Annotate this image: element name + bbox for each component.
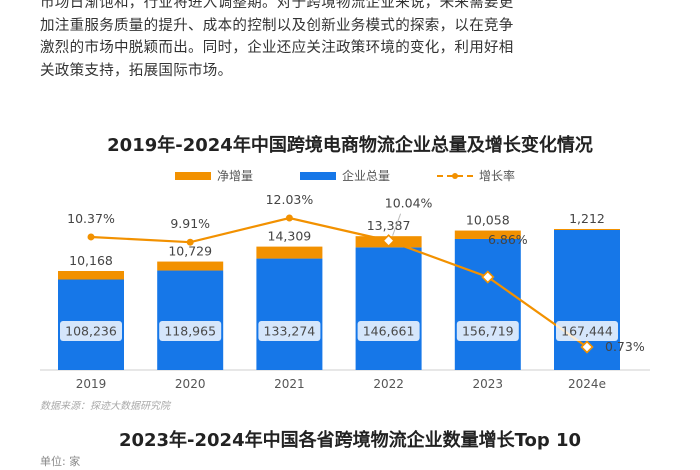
chart-title: 2019年-2024年中国跨境电商物流企业总量及增长变化情况 xyxy=(107,135,593,156)
increase-value-label-2021: 14,309 xyxy=(268,229,312,244)
total-value-label-2021: 133,274 xyxy=(264,324,316,339)
total-value-label-2022: 146,661 xyxy=(363,324,415,339)
rate-value-label-2021: 12.03% xyxy=(266,192,314,207)
bar-total-2022 xyxy=(355,247,422,370)
total-value-label-2019: 108,236 xyxy=(65,324,117,339)
increase-value-label-2022: 13,387 xyxy=(367,218,411,233)
x-tick-label-2024e: 2024e xyxy=(568,377,606,391)
legend-label-total: 企业总量 xyxy=(342,169,391,183)
bar-total-2020 xyxy=(157,270,224,370)
rate-value-label-2019: 10.37% xyxy=(67,211,115,226)
total-label-bg-2023 xyxy=(456,321,519,341)
intro-line-3: 激烈的市场中脱颖而出。同时，企业还应关注政策环境的变化，利用好相 xyxy=(40,40,514,56)
bar-total-2021 xyxy=(256,258,323,370)
x-tick-label-2023: 2023 xyxy=(473,377,504,391)
legend-swatch-total xyxy=(300,171,336,180)
legend-label-increase: 净增量 xyxy=(217,169,254,183)
legend-label-rate: 增长率 xyxy=(479,169,516,183)
total-label-bg-2019 xyxy=(60,321,122,341)
data-source: 数据来源：探迹大数据研究院 xyxy=(40,401,170,412)
rate-point-2021 xyxy=(285,214,293,222)
bar-increase-2023 xyxy=(454,230,521,239)
total-value-label-2020: 118,965 xyxy=(164,324,216,339)
legend-item-rate: 增长率 xyxy=(437,167,515,184)
x-tick-label-2019: 2019 xyxy=(76,377,107,391)
legend-item-increase: 净增量 xyxy=(175,167,253,184)
x-tick-label-2020: 2020 xyxy=(175,377,206,391)
rate-point-2023 xyxy=(481,270,495,284)
increase-value-label-2020: 10,729 xyxy=(168,244,212,259)
rate-leader-2022 xyxy=(392,213,402,236)
total-label-bg-2024e xyxy=(556,321,618,341)
bar-increase-2019 xyxy=(58,271,124,280)
bar-increase-2024e xyxy=(554,228,620,230)
total-value-label-2023: 156,719 xyxy=(462,324,514,339)
total-label-bg-2021 xyxy=(258,321,321,341)
bar-total-2023 xyxy=(454,238,521,370)
rate-line xyxy=(90,216,588,348)
rate-point-2019 xyxy=(87,233,95,241)
increase-value-label-2024e: 1,212 xyxy=(569,211,605,226)
rate-point-2024e xyxy=(580,340,594,354)
intro-line-4: 关政策支持，拓展国际市场。 xyxy=(40,62,233,79)
rate-point-2022 xyxy=(381,234,396,248)
chart2-title: 2023年-2024年中国各省跨境物流企业数量增长Top 10 xyxy=(118,430,582,451)
rate-point-2020 xyxy=(186,238,194,246)
x-tick-label-2021: 2021 xyxy=(274,377,305,391)
intro-line-1: 市场日渐饱和，行业将进入调整期。对于跨境物流企业来说，未来需要更 xyxy=(40,0,514,11)
bar-increase-2020 xyxy=(157,261,224,271)
legend-item-total: 企业总量 xyxy=(300,167,390,184)
total-label-bg-2022 xyxy=(357,321,420,341)
rate-value-label-2023: 6.86% xyxy=(488,232,528,247)
intro-line-2: 加注重服务质量的提升、成本的控制以及创新业务模式的探索，以在竞争 xyxy=(40,17,514,34)
rate-value-label-2024e: 0.73% xyxy=(605,339,645,354)
bar-increase-2021 xyxy=(256,246,323,259)
increase-value-label-2019: 10,168 xyxy=(69,253,113,268)
increase-value-label-2023: 10,058 xyxy=(466,213,510,228)
legend-swatch-increase xyxy=(175,171,211,180)
chart2-unit: 单位: 家 xyxy=(40,455,81,468)
x-tick-label-2022: 2022 xyxy=(373,377,404,391)
total-label-bg-2020 xyxy=(159,321,222,341)
rate-value-label-2020: 9.91% xyxy=(170,216,210,231)
total-value-label-2024e: 167,444 xyxy=(561,324,613,339)
intro-paragraph: 市场日渐饱和，行业将进入调整期。对于跨境物流企业来说，未来需要更 加注重服务质量… xyxy=(40,0,665,82)
rate-value-label-2022: 10.04% xyxy=(385,196,433,211)
chart-legend: 净增量 企业总量 增长率 xyxy=(0,167,700,185)
legend-swatch-rate xyxy=(437,171,473,181)
